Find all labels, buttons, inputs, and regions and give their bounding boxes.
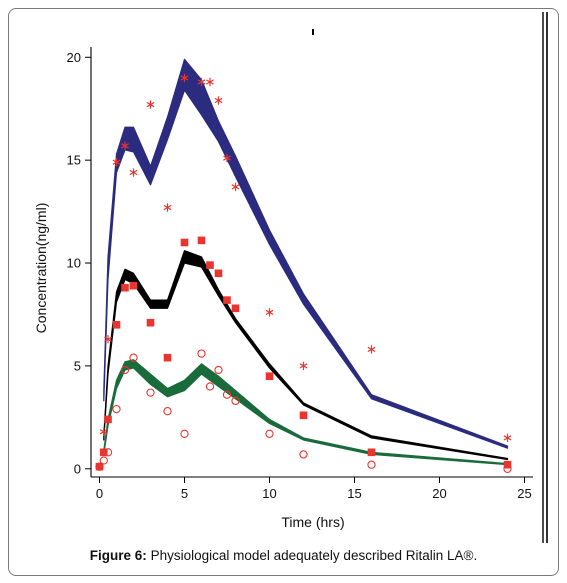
observed-point-circle bbox=[231, 396, 240, 406]
y-tick-label: 15 bbox=[67, 153, 81, 168]
observed-point-asterisk bbox=[214, 96, 223, 105]
observed-point-square bbox=[367, 448, 376, 457]
observed-point-square bbox=[197, 236, 206, 245]
observed-point-asterisk bbox=[265, 308, 274, 317]
figure-caption: Figure 6: Physiological model adequately… bbox=[0, 548, 567, 563]
asterisk-stroke bbox=[104, 336, 112, 342]
observed-point-asterisk bbox=[163, 203, 172, 212]
observed-point-square bbox=[121, 283, 129, 292]
observed-point-asterisk bbox=[104, 335, 112, 344]
observed-point-square bbox=[104, 415, 112, 424]
asterisk-stroke bbox=[299, 363, 308, 369]
asterisk-stroke bbox=[214, 97, 223, 104]
observed-point-circle bbox=[265, 429, 274, 438]
asterisk-stroke bbox=[367, 346, 376, 353]
observed-point-asterisk bbox=[367, 345, 376, 354]
observed-point-asterisk bbox=[299, 361, 308, 371]
observed-point-square bbox=[223, 296, 231, 304]
observed-point-square bbox=[180, 238, 189, 247]
observed-point-square bbox=[299, 411, 308, 420]
x-tick-label: 5 bbox=[181, 486, 188, 501]
asterisk-stroke bbox=[129, 169, 138, 176]
observed-point-asterisk bbox=[231, 182, 240, 192]
observed-point-square bbox=[95, 462, 104, 471]
asterisk-stroke bbox=[231, 184, 240, 190]
observed-point-square bbox=[100, 448, 108, 457]
y-tick-label: 20 bbox=[67, 50, 81, 65]
observed-point-square bbox=[129, 281, 138, 290]
asterisk-stroke bbox=[197, 79, 206, 85]
observed-point-asterisk bbox=[503, 433, 512, 443]
observed-point-circle bbox=[503, 464, 512, 473]
observed-point-circle bbox=[99, 456, 108, 465]
observed-point-asterisk bbox=[129, 168, 138, 177]
y-tick-label: 0 bbox=[74, 461, 81, 476]
points-group bbox=[95, 73, 512, 473]
observed-point-asterisk bbox=[121, 141, 129, 150]
observed-point-square bbox=[163, 353, 172, 362]
observed-point-circle bbox=[214, 365, 223, 375]
x-axis-label: Time (hrs) bbox=[281, 514, 344, 530]
observed-point-circle bbox=[112, 404, 121, 414]
y-tick-label: 10 bbox=[67, 256, 81, 271]
asterisk-stroke bbox=[99, 429, 108, 435]
asterisk-stroke bbox=[163, 204, 172, 211]
observed-point-circle bbox=[129, 353, 138, 362]
asterisk-stroke bbox=[223, 155, 231, 161]
observed-point-asterisk bbox=[206, 77, 214, 87]
y-tick-label: 5 bbox=[74, 358, 81, 373]
observed-point-circle bbox=[299, 450, 308, 459]
x-tick-label: 25 bbox=[517, 486, 531, 501]
chart-container: 0 5 10 15 20 25 0 5 10 15 20 Time (hrs) Concentrat… bbox=[33, 12, 548, 543]
observed-point-square bbox=[231, 304, 240, 313]
axes-group: 0 5 10 15 20 25 0 5 10 15 20 bbox=[67, 47, 533, 501]
x-tick-label: 0 bbox=[96, 486, 103, 501]
observed-point-circle bbox=[180, 429, 189, 438]
observed-point-circle bbox=[163, 407, 172, 416]
observed-point-circle bbox=[367, 460, 376, 469]
observed-point-square bbox=[146, 318, 155, 327]
observed-point-circle bbox=[222, 390, 232, 399]
x-tick-label: 10 bbox=[262, 486, 276, 501]
observed-point-square bbox=[214, 269, 223, 278]
chart-svg: 0 5 10 15 20 25 0 5 10 15 20 Time (hrs) Concentrat… bbox=[33, 12, 548, 543]
observed-point-asterisk bbox=[112, 158, 121, 167]
prediction-band-1 bbox=[103, 58, 509, 449]
asterisk-stroke bbox=[265, 309, 274, 316]
observed-point-square bbox=[112, 321, 121, 329]
asterisk-stroke bbox=[146, 101, 155, 108]
observed-point-circle bbox=[120, 365, 130, 375]
observed-point-circle bbox=[146, 388, 155, 397]
observed-point-asterisk bbox=[146, 100, 155, 109]
x-tick-label: 15 bbox=[347, 486, 361, 501]
observed-point-square bbox=[265, 372, 274, 380]
observed-point-asterisk bbox=[223, 153, 231, 163]
asterisk-stroke bbox=[121, 143, 129, 149]
asterisk-stroke bbox=[112, 159, 121, 165]
asterisk-stroke bbox=[180, 75, 189, 81]
y-axis-label: Concentration(ng/ml) bbox=[33, 203, 49, 334]
observed-point-circle bbox=[95, 462, 104, 471]
observed-point-asterisk bbox=[197, 77, 206, 87]
bands-group bbox=[103, 58, 509, 466]
x-tick-label: 20 bbox=[432, 486, 446, 501]
observed-point-square bbox=[206, 261, 214, 269]
observed-point-asterisk bbox=[99, 427, 108, 436]
asterisk-stroke bbox=[503, 435, 512, 441]
observed-point-circle bbox=[205, 382, 215, 391]
observed-point-circle bbox=[103, 448, 113, 457]
asterisk-stroke bbox=[206, 79, 214, 85]
observed-point-asterisk bbox=[180, 73, 189, 83]
caption-text: Physiological model adequately described… bbox=[146, 548, 478, 563]
caption-label: Figure 6: bbox=[89, 548, 147, 563]
observed-point-circle bbox=[197, 349, 206, 358]
